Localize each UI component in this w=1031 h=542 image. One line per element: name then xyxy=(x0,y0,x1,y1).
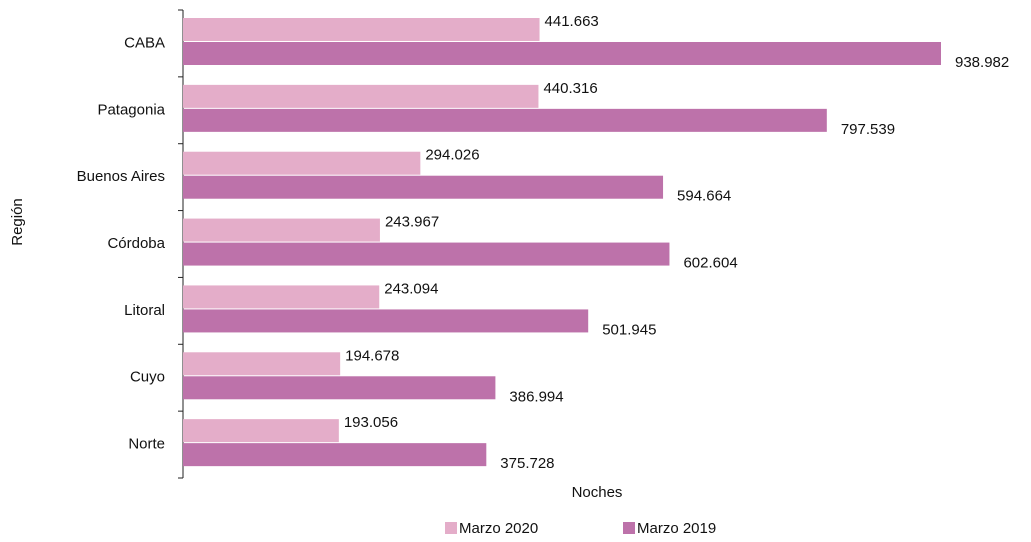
x-axis-label: Noches xyxy=(572,484,623,501)
y-tick-label: Patagonia xyxy=(97,101,165,118)
y-tick-label: CABA xyxy=(124,34,165,51)
bar xyxy=(183,443,487,467)
y-tick-label: Norte xyxy=(128,436,165,453)
value-label: 440.316 xyxy=(543,80,597,97)
value-label: 501.945 xyxy=(602,321,656,338)
legend-label: Marzo 2020 xyxy=(459,520,538,537)
value-label: 243.967 xyxy=(385,214,439,231)
y-tick-label: Buenos Aires xyxy=(77,168,165,185)
bar xyxy=(183,151,421,175)
value-label: 938.982 xyxy=(955,54,1009,71)
legend-label: Marzo 2019 xyxy=(637,520,716,537)
value-label: 375.728 xyxy=(500,455,554,472)
bar xyxy=(183,285,380,309)
y-tick-label: Córdoba xyxy=(107,235,165,252)
value-label: 594.664 xyxy=(677,188,731,205)
bar xyxy=(183,218,380,242)
y-axis-label: Región xyxy=(9,198,26,246)
bar xyxy=(183,42,941,65)
bar xyxy=(183,309,589,333)
bar xyxy=(183,175,664,199)
y-tick-label: Cuyo xyxy=(130,369,165,386)
legend-swatch xyxy=(445,522,457,534)
value-label: 386.994 xyxy=(509,388,563,405)
value-label: 797.539 xyxy=(841,121,895,138)
bar xyxy=(183,352,341,376)
bar xyxy=(183,419,339,443)
value-label: 243.094 xyxy=(384,280,438,297)
value-label: 294.026 xyxy=(425,147,479,164)
bar xyxy=(183,108,827,132)
bar xyxy=(183,84,539,108)
legend-swatch xyxy=(623,522,635,534)
bar xyxy=(183,18,540,41)
bar xyxy=(183,242,670,266)
value-label: 441.663 xyxy=(545,13,599,30)
bar xyxy=(183,376,496,400)
value-label: 193.056 xyxy=(344,414,398,431)
value-label: 194.678 xyxy=(345,347,399,364)
y-tick-label: Litoral xyxy=(124,302,165,319)
value-label: 602.604 xyxy=(683,255,737,272)
